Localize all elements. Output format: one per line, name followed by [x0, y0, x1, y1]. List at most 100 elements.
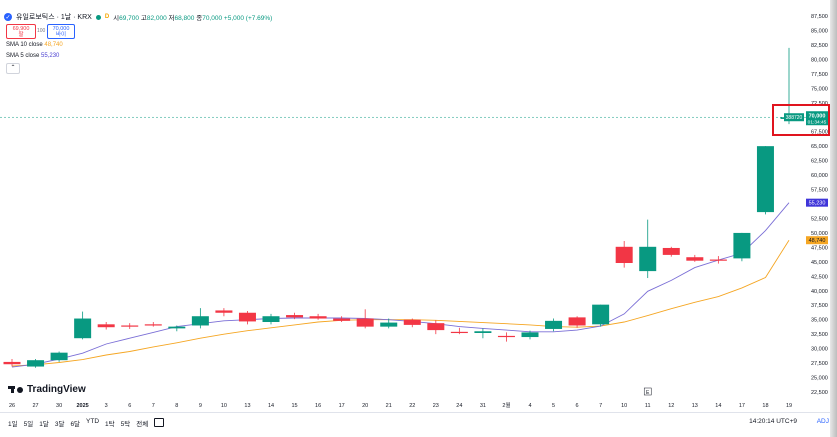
candle-body — [27, 360, 45, 367]
candle-body — [403, 319, 421, 325]
candle-body — [168, 326, 186, 329]
adj-toggle[interactable]: ADJ — [816, 418, 829, 425]
y-tick-label: 75,000 — [811, 86, 828, 92]
sma5-line — [11, 202, 790, 368]
candle[interactable] — [286, 312, 304, 320]
sma10-legend[interactable]: SMA 10 close 48,740 — [6, 42, 63, 48]
period-1d[interactable]: 1일 — [8, 421, 18, 428]
candle[interactable] — [215, 308, 233, 317]
window-edge — [830, 0, 837, 437]
clock[interactable]: 14:20:14 UTC+9 — [749, 418, 797, 425]
ohlc-values: 시69,700 고82,000 저68,800 종70,000 +5,000 (… — [113, 15, 273, 22]
candle[interactable] — [74, 311, 92, 340]
tradingview-logo[interactable]: TradingView — [8, 384, 86, 395]
x-tick-label: 4 — [528, 403, 531, 409]
spread-value: 100 — [37, 28, 46, 34]
y-tick-label: 50,000 — [811, 231, 828, 237]
candle[interactable] — [450, 327, 468, 335]
candle[interactable] — [3, 359, 21, 367]
x-tick-label: 17 — [339, 403, 345, 409]
collapse-legend-button[interactable]: ⌃ — [6, 63, 20, 74]
candle[interactable] — [756, 146, 774, 215]
candle-body — [709, 259, 727, 261]
candle-body — [309, 316, 327, 319]
candle[interactable] — [144, 322, 162, 327]
candle-body — [191, 316, 209, 326]
sma5-legend[interactable]: SMA 5 close 55,230 — [6, 53, 60, 59]
period-1y[interactable]: 1탁 — [105, 421, 115, 428]
y-tick-label: 72,500 — [811, 101, 828, 107]
symbol-title[interactable]: 유일로보틱스 · 1날 · KRX — [16, 14, 92, 21]
candle[interactable] — [686, 254, 704, 262]
period-3m[interactable]: 3달 — [54, 421, 65, 428]
candle[interactable] — [592, 304, 610, 327]
highlight-annotation-box — [772, 104, 830, 136]
candle[interactable] — [474, 328, 492, 339]
candle[interactable] — [333, 316, 351, 323]
candle[interactable] — [545, 318, 563, 332]
candle[interactable] — [356, 309, 374, 329]
candle[interactable] — [380, 318, 398, 329]
candle[interactable] — [27, 359, 45, 368]
candle-body — [592, 304, 610, 325]
candle[interactable] — [191, 308, 209, 329]
period-1m[interactable]: 1달 — [39, 421, 49, 428]
tradingview-logo-icon — [8, 385, 24, 394]
period-5d[interactable]: 5일 — [23, 421, 34, 428]
y-tick-label: 85,000 — [811, 28, 828, 34]
candle[interactable] — [497, 332, 515, 342]
x-axis[interactable]: 26 27 30 2025 3 6 7 8 9 10 13 14 15 16 17 20 21 22 23 24 31 2… — [9, 387, 792, 409]
candle[interactable] — [309, 313, 327, 320]
candle[interactable] — [639, 219, 657, 279]
y-tick-label: 57,500 — [811, 188, 828, 194]
x-tick-label: 7 — [152, 403, 155, 409]
y-tick-label: 47,500 — [811, 245, 828, 251]
calendar-icon[interactable] — [154, 418, 165, 427]
buy-button[interactable]: 70,000 바이 — [47, 24, 75, 39]
x-tick-label: 7 — [599, 403, 602, 409]
x-tick-label: 18 — [762, 403, 768, 409]
candle-body — [238, 312, 256, 322]
volume-label-bg — [784, 113, 804, 122]
last-price-badge — [806, 111, 828, 126]
candle[interactable] — [615, 241, 633, 268]
candle[interactable] — [168, 325, 186, 332]
candle-body — [662, 247, 680, 255]
period-5y[interactable]: 5탁 — [120, 421, 131, 428]
candle[interactable] — [427, 320, 445, 335]
candle-body — [568, 317, 586, 326]
y-tick-label: 37,500 — [811, 303, 828, 309]
period-all[interactable]: 전체 — [136, 421, 149, 428]
x-tick-label: 19 — [786, 403, 792, 409]
period-6m[interactable]: 6달 — [70, 421, 81, 428]
y-tick-label: 35,000 — [811, 318, 828, 324]
candle-body — [756, 146, 774, 213]
candle[interactable] — [97, 322, 115, 330]
candle[interactable] — [262, 313, 280, 325]
period-ytd[interactable]: YTD — [86, 418, 100, 425]
x-tick-label: 23 — [433, 403, 439, 409]
x-tick-label: 2월 — [502, 401, 510, 409]
candle[interactable] — [121, 323, 139, 329]
candle[interactable] — [403, 318, 421, 328]
candle[interactable] — [568, 316, 586, 328]
sma10-axis-label: 48,740 — [809, 238, 826, 244]
candle-body — [121, 325, 139, 327]
candle[interactable] — [50, 351, 68, 362]
candle[interactable] — [733, 232, 751, 262]
x-tick-label: 9 — [199, 403, 202, 409]
candle[interactable] — [238, 311, 256, 325]
x-tick-label: 21 — [386, 403, 392, 409]
candles[interactable] — [3, 47, 798, 368]
candle-body — [639, 246, 657, 272]
candle-body — [144, 324, 162, 326]
x-tick-label: 31 — [480, 403, 486, 409]
candle[interactable] — [521, 330, 539, 340]
candle[interactable] — [662, 246, 680, 257]
sell-button[interactable]: 69,900 팔 — [6, 24, 36, 39]
candle-body — [733, 232, 751, 259]
candle-body — [427, 323, 445, 331]
candle[interactable] — [709, 256, 727, 264]
